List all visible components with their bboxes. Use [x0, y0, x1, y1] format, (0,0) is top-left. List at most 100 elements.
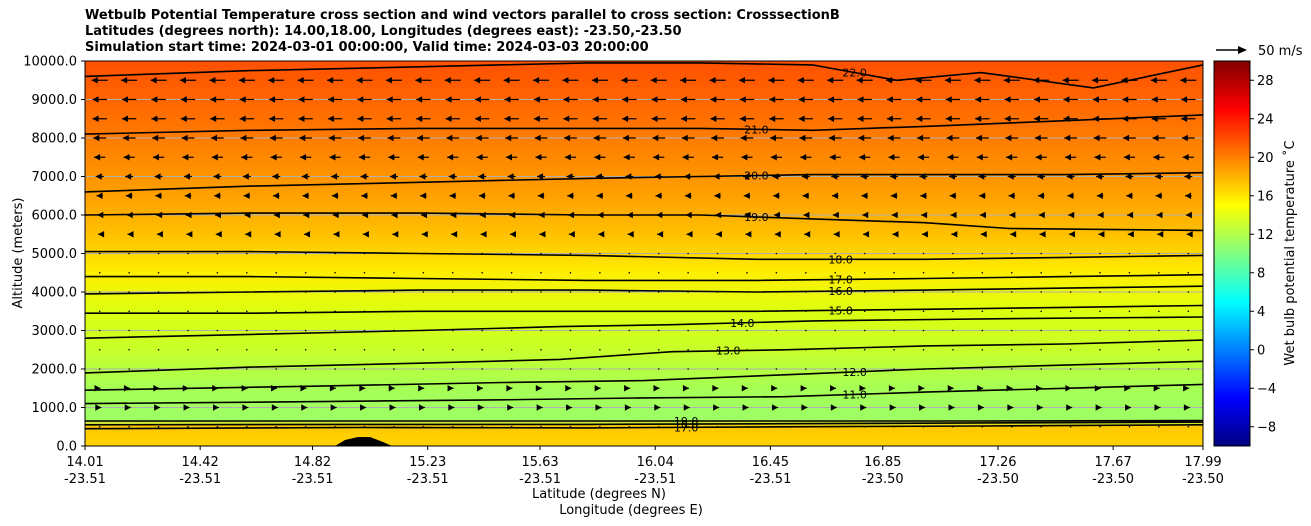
- wind-vector-head-5-36: [1154, 173, 1161, 180]
- wind-dot-9-16: [569, 252, 572, 255]
- wind-vector-head-2-35: [1122, 115, 1129, 122]
- wind-dot-18-5: [246, 425, 248, 428]
- wind-dot-9-37: [1187, 252, 1190, 255]
- wind-vector-head-2-2: [151, 115, 158, 122]
- wind-dot-11-5: [246, 291, 248, 293]
- wind-dot-11-23: [775, 291, 778, 293]
- wind-dot-11-15: [540, 291, 542, 293]
- wind-vector-head-8-28: [921, 231, 928, 238]
- wind-vector-head-3-8: [328, 134, 335, 142]
- wind-vector-head-5-30: [978, 173, 985, 180]
- wind-vector-head-16-31: [1006, 385, 1013, 392]
- wind-vector-head-6-8: [331, 192, 338, 199]
- x-tick-label-lat-3: 15.23: [409, 455, 446, 470]
- wind-vector-head-5-7: [301, 173, 308, 180]
- wind-vector-head-8-37: [1186, 231, 1193, 238]
- wind-dot-9-35: [1128, 252, 1131, 255]
- wind-vector-head-3-1: [122, 134, 129, 142]
- wind-vector-head-8-8: [333, 231, 340, 238]
- wind-vector-head-8-14: [510, 231, 517, 238]
- wind-vector-head-17-11: [418, 404, 425, 411]
- y-tick-label-10: 10000.0: [23, 55, 77, 70]
- wind-dot-18-11: [422, 425, 425, 428]
- wind-dot-18-16: [569, 425, 572, 428]
- y-tick-label-7: 7000.0: [32, 170, 78, 185]
- wind-vector-head-17-31: [1007, 404, 1014, 411]
- wind-vector-head-0-25: [827, 77, 834, 84]
- wind-dot-12-23: [775, 310, 778, 313]
- wind-vector-head-16-20: [682, 385, 689, 392]
- wind-vector-head-2-4: [210, 115, 217, 122]
- wind-dot-10-0: [98, 271, 101, 274]
- wind-vector-head-0-5: [238, 77, 245, 84]
- wind-vector-head-4-13: [476, 154, 483, 161]
- wind-vector-head-17-4: [212, 404, 219, 411]
- wind-dot-14-15: [540, 348, 542, 351]
- wind-dot-12-8: [334, 310, 336, 313]
- wind-dot-13-23: [775, 329, 778, 332]
- wind-vector-head-6-2: [155, 192, 162, 199]
- wind-vector-head-7-1: [126, 211, 133, 219]
- x-tick-label-lon-3: -23.51: [407, 472, 449, 487]
- wind-dot-18-33: [1069, 425, 1072, 428]
- wind-vector-head-17-7: [301, 404, 308, 411]
- wind-vector-head-3-5: [240, 134, 247, 142]
- wind-dot-12-19: [657, 310, 660, 313]
- wind-vector-head-5-23: [772, 173, 779, 180]
- wind-vector-head-3-19: [652, 134, 659, 142]
- wind-dot-11-7: [304, 291, 307, 293]
- wind-vector-head-5-33: [1066, 173, 1073, 180]
- wind-dot-12-6: [275, 310, 278, 313]
- wind-vector-head-3-27: [887, 134, 894, 142]
- wind-dot-10-2: [157, 271, 160, 274]
- wind-vector-head-16-15: [535, 385, 542, 392]
- wind-dot-18-2: [157, 425, 160, 428]
- wind-dot-11-36: [1158, 291, 1160, 293]
- wind-dot-9-15: [540, 252, 542, 255]
- wind-dot-12-4: [216, 310, 219, 313]
- wind-vector-head-2-11: [416, 115, 423, 122]
- wind-vector-head-6-20: [684, 192, 691, 199]
- wind-dot-10-33: [1069, 271, 1072, 274]
- wind-vector-head-7-32: [1038, 211, 1045, 219]
- wind-vector-head-6-17: [596, 192, 603, 199]
- wind-vector-head-3-4: [210, 134, 217, 142]
- contour-label-2: 13.0: [716, 345, 741, 358]
- wind-vector-head-16-36: [1153, 385, 1160, 392]
- wind-vector-head-7-14: [509, 211, 516, 219]
- wind-vector-head-3-32: [1034, 134, 1041, 142]
- wind-vector-head-4-30: [976, 154, 983, 161]
- wind-dot-18-17: [599, 425, 601, 428]
- colorbar: [1213, 60, 1251, 447]
- colorbar-tick-label-0: −8: [1257, 420, 1276, 435]
- wind-vector-head-7-17: [597, 211, 604, 219]
- wind-dot-12-16: [569, 310, 572, 313]
- wind-vector-head-5-28: [919, 173, 926, 180]
- wind-vector-head-1-21: [710, 96, 717, 103]
- wind-vector-head-0-3: [179, 77, 186, 84]
- wind-vector-head-1-17: [592, 96, 599, 103]
- wind-dot-13-8: [334, 329, 336, 332]
- wind-dot-13-20: [687, 329, 689, 332]
- low-contour-line-0: [85, 424, 1203, 430]
- wind-vector-head-0-20: [680, 77, 687, 84]
- wind-dot-9-1: [128, 252, 130, 255]
- wind-dot-15-36: [1158, 368, 1160, 370]
- wind-vector-head-0-22: [738, 77, 745, 84]
- wind-dot-10-24: [805, 271, 807, 274]
- wind-vector-head-5-34: [1096, 173, 1103, 180]
- wind-dot-11-32: [1040, 291, 1042, 293]
- wind-vector-head-1-15: [533, 96, 540, 103]
- wind-dot-12-33: [1069, 310, 1072, 313]
- wind-dot-11-29: [952, 291, 954, 293]
- wind-vector-head-7-29: [950, 211, 957, 219]
- wind-vector-head-1-0: [92, 96, 99, 103]
- contour-line-2: [85, 339, 1203, 374]
- wind-vector-head-5-13: [478, 173, 485, 180]
- wind-vector-head-2-14: [504, 115, 511, 122]
- wind-dot-18-18: [628, 425, 631, 428]
- wind-vector-head-2-0: [92, 115, 99, 122]
- wind-dot-14-3: [187, 348, 189, 351]
- x-tick-label-lon-4: -23.51: [519, 472, 561, 487]
- wind-vector-head-6-30: [979, 192, 986, 199]
